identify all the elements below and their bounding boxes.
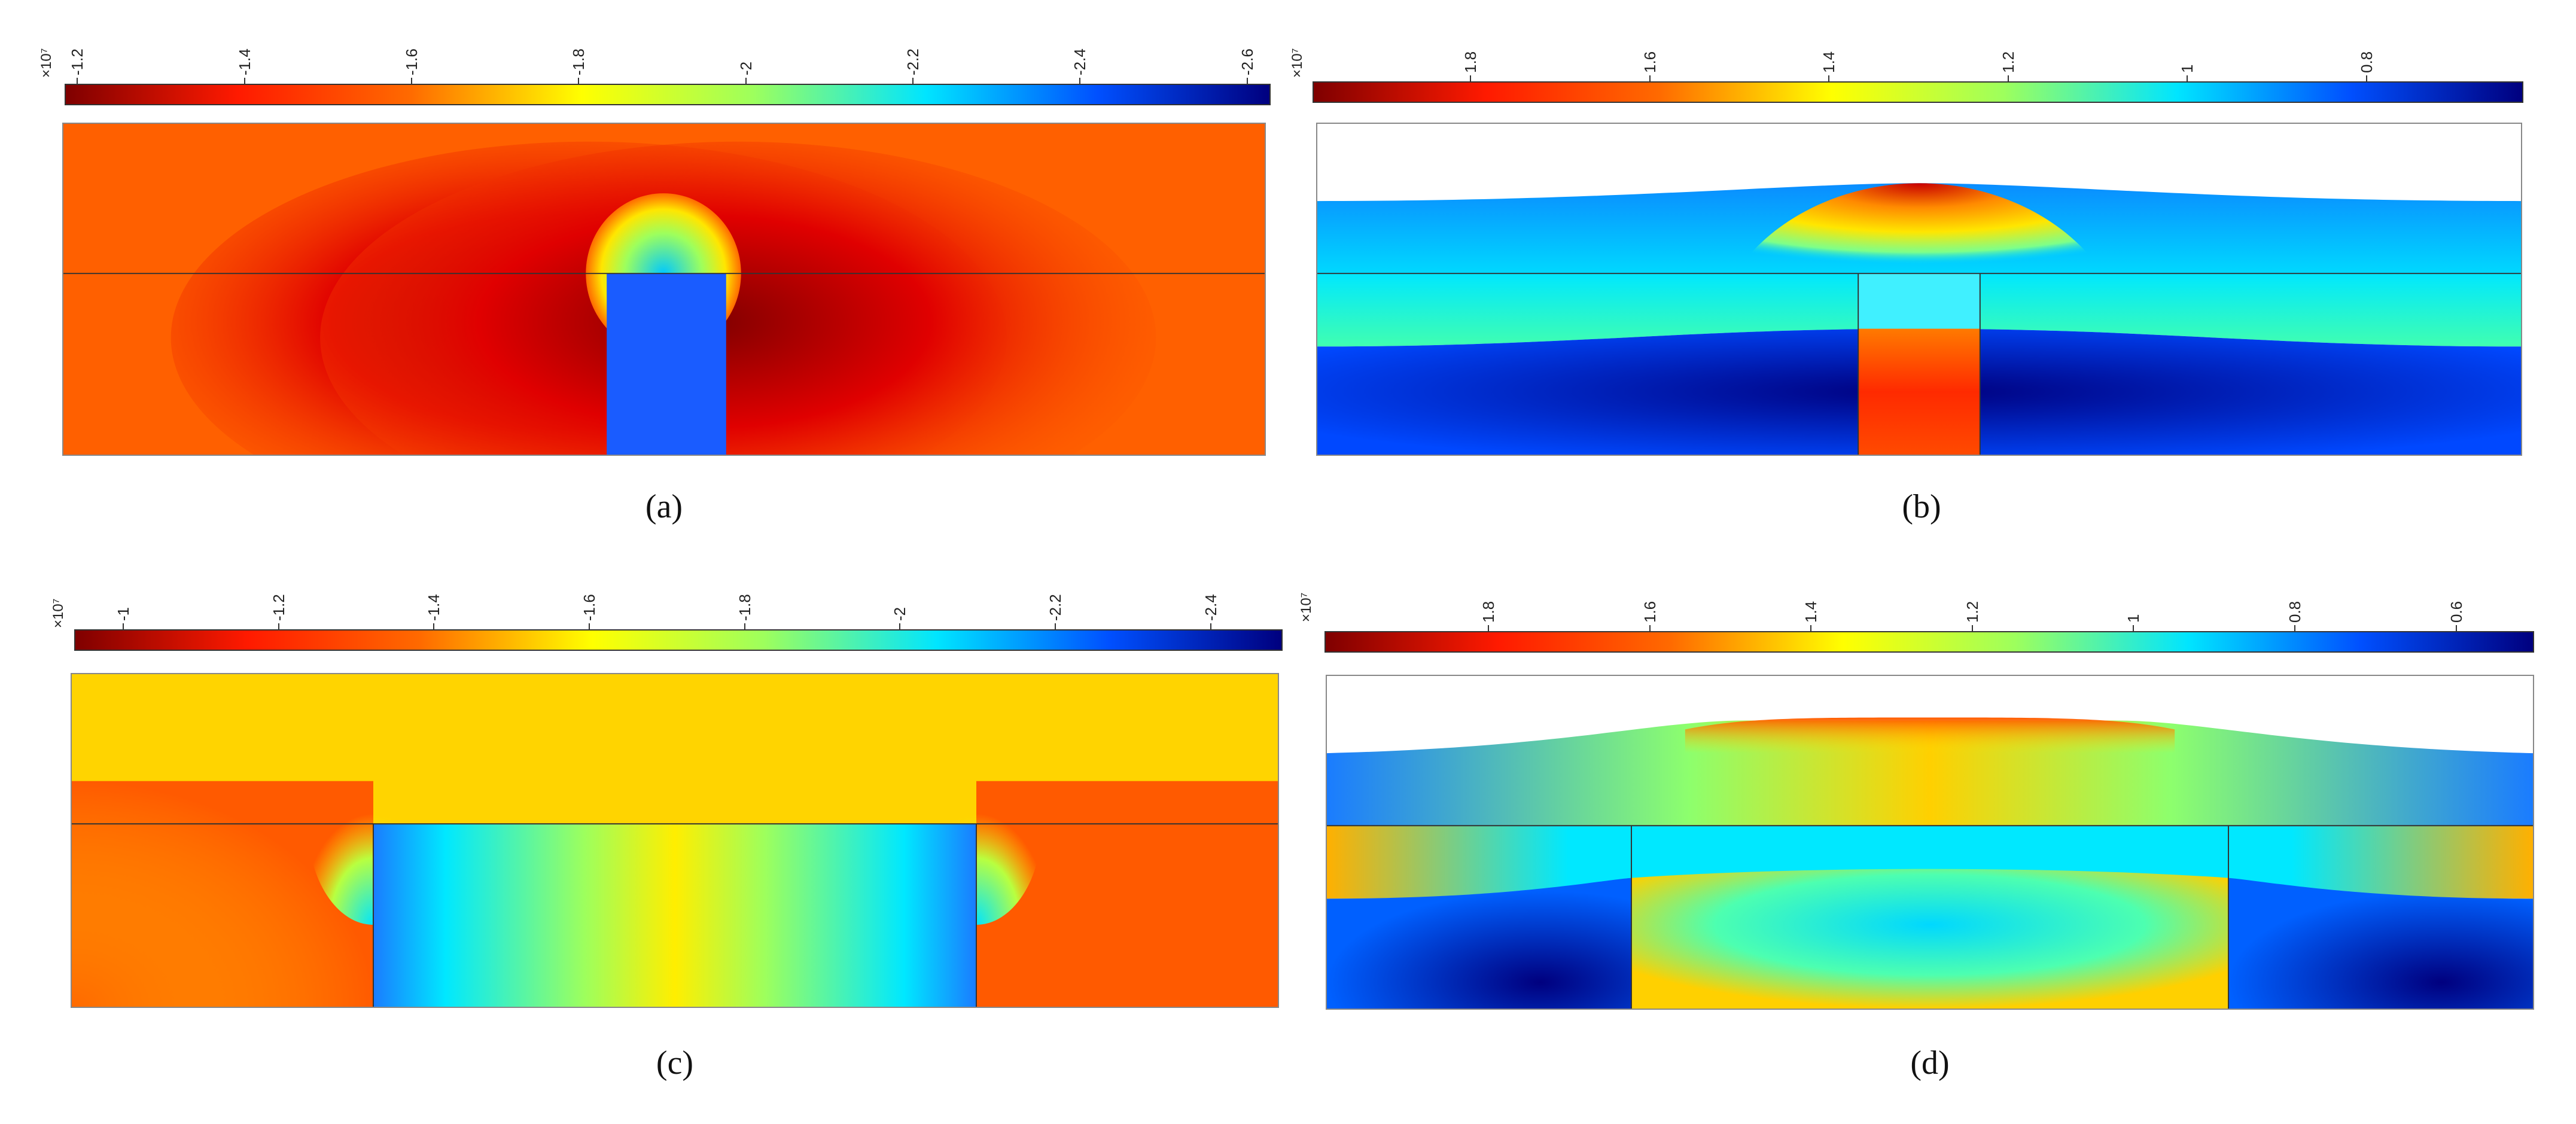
dark-red-zone-right [320,141,1156,455]
field-plot-a [62,123,1266,456]
colorbar-tick-label: 1.6 [1640,51,1659,73]
colorbar-tick-label: 1.2 [1999,51,2017,73]
peak-band [1685,717,2175,754]
colorbar-tick-label: 0.6 [2447,601,2465,623]
colorbar-tick-label: -1.4 [425,594,443,621]
colorbar-tick [744,623,745,629]
pillar-top-cell [1858,273,1980,329]
peak-region [1735,183,2103,274]
field-plot-d [1326,675,2534,1010]
colorbar-tick [433,623,435,629]
bottom-right [2228,878,2533,1009]
colorbar-tick [2133,625,2135,631]
colorbar-multiplier-a: ×10⁷ [38,48,54,78]
colorbar-tick [1828,75,1830,81]
colorbar-tick [578,78,580,84]
colorbar-tick-label: 0.8 [2285,601,2304,623]
colorbar-tick [2007,75,2009,81]
colorbar-tick [1210,623,1211,629]
colorbar-tick-label: -1.6 [580,594,598,621]
colorbar-tick-label: -1.6 [402,48,421,75]
colorbar-tick-label: 1.4 [1802,601,1820,623]
colorbar-tick-label: -2.4 [1201,594,1220,621]
colorbar-tick-label: -2 [891,607,909,621]
colorbar-tick [1810,625,1812,631]
colorbar-tick [2455,625,2457,631]
colorbar-tick-label: -2.6 [1238,48,1256,75]
colorbar-tick [1470,75,1472,81]
caption-d: (d) [1910,1044,1950,1082]
colorbar-tick [899,623,901,629]
colorbar-tick [1079,78,1081,84]
colorbar-tick-label: -1.8 [570,48,588,75]
colorbar-tick [278,623,279,629]
colorbar-tick-label: -1.2 [269,594,288,621]
colorbar-tick [2365,75,2367,81]
colorbar-tick [1246,78,1248,84]
colorbar-tick [243,78,245,84]
colorbar-tick [77,78,78,84]
colorbar-tick-label: -1 [114,607,132,621]
colorbar-tick-label: 0.8 [2357,51,2376,73]
colorbar-tick [2294,625,2295,631]
field-plot-c [71,673,1279,1008]
colorbar-tick-label: -2.2 [1046,594,1065,621]
bottom-left [1327,878,1631,1009]
field-plot-b [1316,123,2522,456]
colorbar-tick [1055,623,1056,629]
colorbar-tick-label: -2.2 [903,48,922,75]
colorbar-tick-label: -1.2 [68,48,87,75]
colorbar-tick [588,623,590,629]
colorbar-tick [745,78,747,84]
top-layer [1327,720,2533,826]
colorbar-c [74,629,1283,651]
colorbar-tick [1649,625,1651,631]
pillar-body [1858,328,1980,455]
blue-pillar [607,273,726,455]
caption-a: (a) [645,488,683,525]
center-pillar [1631,869,2229,1009]
caption-b: (b) [1902,488,1941,525]
colorbar-multiplier-b: ×10⁷ [1289,48,1305,78]
colorbar-tick [1971,625,1973,631]
colorbar-tick [122,623,124,629]
colorbar-tick-label: 1.8 [1461,51,1480,73]
colorbar-tick-label: 1.8 [1479,601,1497,623]
colorbar-multiplier-c: ×10⁷ [50,598,66,628]
colorbar-tick-label: 1.2 [1963,601,1981,623]
caption-c: (c) [656,1044,694,1082]
colorbar-a [65,84,1271,105]
colorbar-tick-label: -2.4 [1071,48,1089,75]
colorbar-tick-label: 1.4 [1820,51,1838,73]
colorbar-tick-label: -1.8 [735,594,754,621]
center-pillar [373,824,976,1007]
colorbar-tick-label: 1 [2124,614,2143,623]
colorbar-tick [912,78,914,84]
colorbar-tick [2187,75,2188,81]
colorbar-b [1313,81,2523,103]
colorbar-tick [1649,75,1651,81]
colorbar-multiplier-d: ×10⁷ [1298,592,1314,622]
colorbar-tick-label: -2 [736,61,755,75]
colorbar-tick-label: -1.4 [235,48,254,75]
colorbar-tick-label: 1 [2178,64,2197,73]
colorbar-d [1324,631,2534,653]
colorbar-tick-label: 1.6 [1640,601,1659,623]
colorbar-tick [1487,625,1489,631]
colorbar-tick [410,78,412,84]
